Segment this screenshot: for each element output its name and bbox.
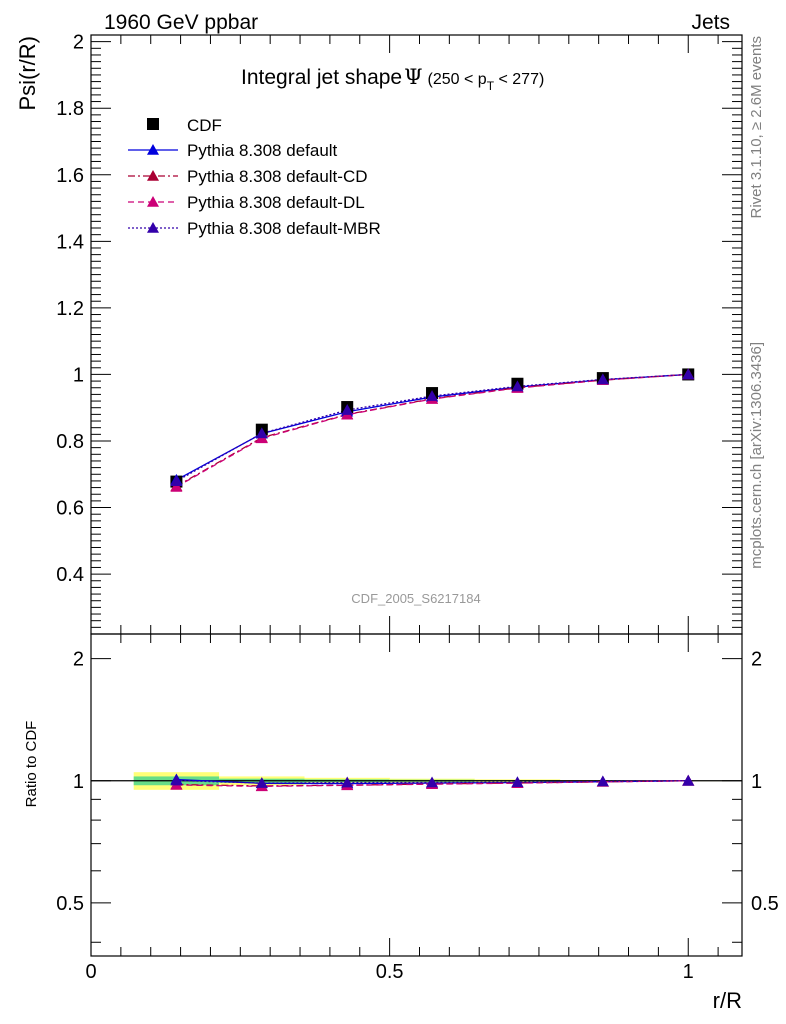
- ratio-marker-3: [682, 774, 695, 786]
- chart-title-range-close: < 277): [494, 71, 544, 88]
- series-marker-3: [426, 390, 439, 401]
- legend-marker-1: [147, 170, 159, 181]
- ratio-y-tick-label-right: 0.5: [751, 893, 779, 915]
- y-tick-label: 1.6: [56, 165, 84, 187]
- chart-title-main: Integral jet shapeΨ (250 < pT < 277): [241, 65, 544, 93]
- y-tick-label: 1.2: [56, 298, 84, 320]
- ratio-marker-3: [255, 777, 268, 788]
- header-right-label: Jets: [691, 11, 730, 34]
- ratio-frame: [90, 633, 743, 957]
- series-marker-2: [170, 480, 183, 492]
- legend-label-0: Pythia 8.308 default: [187, 141, 338, 160]
- legend-marker-2: [147, 196, 159, 207]
- x-axis-label: r/R: [713, 988, 742, 1013]
- series-marker-3: [255, 427, 268, 439]
- y-tick-label: 0.4: [56, 564, 84, 586]
- ratio-y-tick-label: 1: [73, 771, 84, 793]
- chart-title-range-open: (250 < p: [428, 71, 487, 88]
- y-tick-label: 1.8: [56, 98, 84, 120]
- main-axis-ticks: 0.4 0.6 0.8 1 1.2 1.4 1.6 1.8 2: [56, 32, 742, 635]
- header: 1960 GeV ppbar Jets: [104, 11, 730, 34]
- series-marker-3: [596, 373, 609, 385]
- y-tick-label: 2: [73, 32, 84, 54]
- chart-title-range-sub: T: [487, 79, 495, 93]
- header-left-label: 1960 GeV ppbar: [104, 11, 258, 34]
- series-marker-3: [682, 368, 695, 380]
- y-tick-label: 1.4: [56, 231, 84, 253]
- x-tick-label: 0.5: [376, 961, 404, 983]
- ratio-marker-3: [511, 776, 524, 788]
- legend: CDF Pythia 8.308 default Pythia 8.308 defa…: [128, 116, 381, 238]
- ratio-y-tick-label: 0.5: [56, 893, 84, 915]
- y-tick-label: 0.8: [56, 431, 84, 453]
- legend-marker-data: [147, 118, 159, 130]
- ratio-axis-ticks: 0.5 0.5 1 1 2 2: [56, 634, 779, 956]
- legend-label-1: Pythia 8.308 default-CD: [187, 167, 368, 186]
- x-tick-label: 0: [85, 961, 96, 983]
- ratio-marker-3: [170, 774, 183, 786]
- x-tick-labels: 0 0.5 1: [85, 961, 693, 983]
- chart-title: Integral jet shapeΨ (250 < pT < 277): [241, 65, 544, 93]
- series-marker-3: [511, 380, 524, 392]
- ratio-y-tick-label: 2: [73, 649, 84, 671]
- mcplots-side-label: mcplots.cern.ch [arXiv:1306.3436]: [748, 342, 765, 569]
- ratio-marker-3: [341, 776, 354, 788]
- x-tick-label: 1: [683, 961, 694, 983]
- legend-marker-0: [147, 144, 159, 155]
- main-panel: CDF_2005_S6217184 0.4 0.6 0.8 1 1.2 1.4 1.6 1.8…: [15, 32, 743, 635]
- y-axis-label: Psi(r/R): [15, 36, 40, 111]
- analysis-id-label: CDF_2005_S6217184: [351, 591, 480, 606]
- ratio-y-tick-label-right: 1: [751, 771, 762, 793]
- y-tick-label: 0.6: [56, 498, 84, 520]
- legend-label-2: Pythia 8.308 default-DL: [187, 193, 365, 212]
- ratio-y-tick-label-right: 2: [751, 649, 762, 671]
- legend-marker-3: [147, 222, 159, 233]
- series-marker-3: [341, 404, 354, 415]
- ratio-series-group: [170, 773, 695, 792]
- legend-label-data: CDF: [187, 116, 222, 135]
- ratio-y-axis-label: Ratio to CDF: [23, 721, 40, 808]
- ratio-marker-3: [426, 776, 439, 788]
- chart-title-text: Integral jet shape: [241, 66, 402, 89]
- y-tick-label: 1: [73, 364, 84, 386]
- ratio-marker-3: [596, 775, 609, 787]
- ratio-panel: 0.5 0.5 1 1 2 2 Ratio to CDF: [23, 633, 779, 957]
- rivet-side-label: Rivet 3.1.10, ≥ 2.6M events: [748, 36, 765, 219]
- series-marker-3: [170, 475, 183, 487]
- legend-label-3: Pythia 8.308 default-MBR: [187, 219, 381, 238]
- chart-title-symbol: Ψ: [404, 65, 422, 89]
- main-series-group: [170, 368, 695, 492]
